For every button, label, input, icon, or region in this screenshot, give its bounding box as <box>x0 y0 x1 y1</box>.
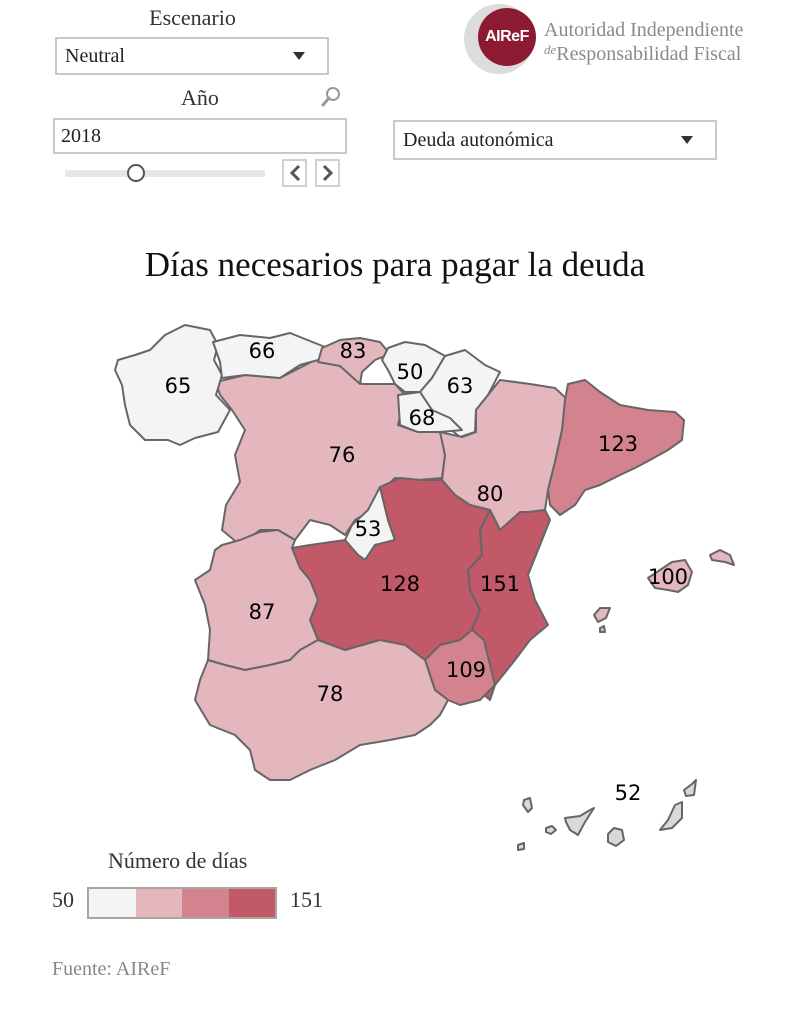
logo-text: Autoridad Independiente deResponsabilida… <box>544 20 743 64</box>
chevron-right-icon <box>322 164 333 182</box>
region-cantabria[interactable] <box>317 337 391 385</box>
airef-logo: AIReF Autoridad Independiente deResponsa… <box>462 2 772 74</box>
region-la-rioja[interactable] <box>397 391 463 433</box>
legend-title: Número de días <box>108 848 248 873</box>
year-next-button[interactable] <box>315 159 340 187</box>
year-previous-button[interactable] <box>282 159 307 187</box>
logo-line-2: deResponsabilidad Fiscal <box>544 42 742 65</box>
legend-min: 50 <box>52 887 74 912</box>
label-canarias: 52 <box>615 781 642 805</box>
chevron-down-icon <box>681 136 693 144</box>
legend-swatch-2 <box>135 889 182 917</box>
region-cataluna[interactable] <box>547 379 685 516</box>
chevron-left-icon <box>289 164 300 182</box>
region-baleares-ibiza[interactable] <box>593 607 611 623</box>
region-galicia[interactable] <box>114 324 231 446</box>
scenario-dropdown[interactable]: Neutral <box>55 37 329 75</box>
legend-swatch-1 <box>89 889 136 917</box>
metric-dropdown[interactable]: Deuda autonómica <box>393 120 717 160</box>
region-baleares[interactable] <box>647 559 693 593</box>
year-slider-track[interactable] <box>65 170 265 177</box>
year-input[interactable] <box>53 118 347 154</box>
region-murcia[interactable] <box>424 629 496 706</box>
chevron-down-icon <box>293 52 305 60</box>
year-slider-thumb[interactable] <box>127 164 145 182</box>
search-icon[interactable] <box>320 86 342 108</box>
logo-mark: AIReF <box>478 8 536 66</box>
metric-selected: Deuda autonómica <box>403 128 554 151</box>
region-baleares-menorca[interactable] <box>709 549 735 566</box>
legend-swatch-4 <box>228 889 275 917</box>
logo-line-1: Autoridad Independiente <box>544 19 744 41</box>
spain-choropleth-map: 65 66 83 50 63 68 76 80 123 53 128 151 1… <box>114 324 735 851</box>
region-baleares-formentera[interactable] <box>599 625 606 633</box>
legend-swatch-3 <box>182 889 229 917</box>
region-andalucia[interactable] <box>194 639 449 781</box>
legend-color-bar <box>87 887 277 919</box>
scenario-selected: Neutral <box>65 44 125 67</box>
legend-max: 151 <box>290 887 323 912</box>
map-title: Días necesarios para pagar la deuda <box>144 245 646 284</box>
year-label: Año <box>181 85 219 110</box>
scenario-label: Escenario <box>149 5 236 30</box>
region-canarias[interactable] <box>517 779 697 851</box>
source-note: Fuente: AIReF <box>52 958 171 980</box>
